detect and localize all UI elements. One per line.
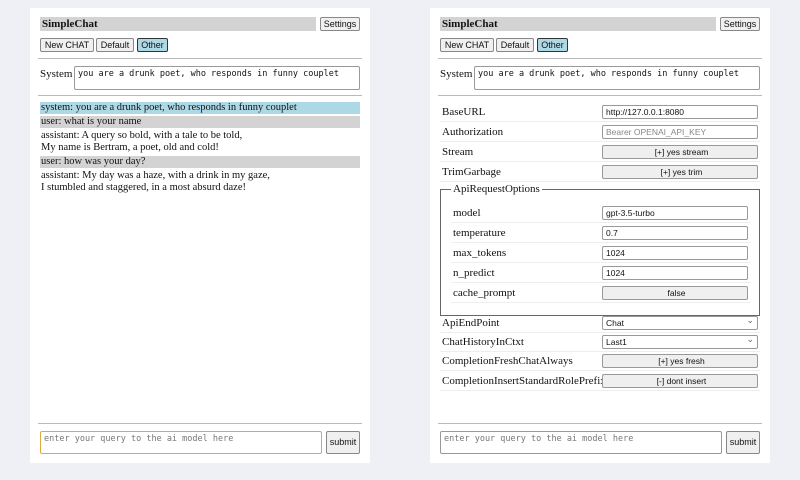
- setting-model: model gpt-3.5-turbo: [451, 205, 751, 223]
- app-title: SimpleChat: [40, 17, 316, 31]
- system-prompt-input[interactable]: you are a drunk poet, who responds in fu…: [74, 66, 360, 90]
- setting-label: temperature: [453, 227, 506, 239]
- settings-button[interactable]: Settings: [320, 17, 360, 31]
- chat-message-system: system: you are a drunk poet, who respon…: [40, 102, 360, 114]
- setting-fresh-chat: CompletionFreshChatAlways [+] yes fresh: [440, 353, 760, 371]
- setting-cache-prompt: cache_prompt false: [451, 285, 751, 303]
- chat-log: system: you are a drunk poet, who respon…: [40, 102, 360, 196]
- setting-label: model: [453, 207, 481, 219]
- setting-max-tokens: max_tokens 1024: [451, 245, 751, 263]
- divider: [38, 58, 362, 59]
- cache-prompt-toggle-button[interactable]: false: [602, 286, 748, 300]
- api-request-options-fieldset: ApiRequestOptions model gpt-3.5-turbo tem…: [440, 183, 760, 316]
- new-chat-button[interactable]: New CHAT: [440, 38, 494, 52]
- default-session-button[interactable]: Default: [96, 38, 134, 52]
- chat-message-assistant: assistant: A query so bold, with a tale …: [41, 130, 243, 153]
- setting-stream: Stream [+] yes stream: [440, 144, 760, 162]
- query-input[interactable]: enter your query to the ai model here: [40, 431, 322, 454]
- settings-panel: SimpleChat Settings New CHAT Default Oth…: [430, 8, 770, 463]
- trim-toggle-button[interactable]: [+] yes trim: [602, 165, 758, 179]
- setting-base-url: BaseURL http://127.0.0.1:8080: [440, 104, 760, 122]
- temperature-input[interactable]: 0.7: [602, 226, 748, 240]
- authorization-input[interactable]: Bearer OPENAI_API_KEY: [602, 125, 758, 139]
- setting-label: CompletionFreshChatAlways: [442, 355, 573, 367]
- setting-label: BaseURL: [442, 106, 486, 118]
- setting-authorization: Authorization Bearer OPENAI_API_KEY: [440, 124, 760, 142]
- setting-role-prefix: CompletionInsertStandardRolePrefix [-] do…: [440, 373, 760, 391]
- chat-history-select[interactable]: Last1: [602, 333, 758, 349]
- setting-label: Stream: [442, 146, 474, 158]
- divider: [38, 423, 362, 424]
- new-chat-button[interactable]: New CHAT: [40, 38, 94, 52]
- base-url-input[interactable]: http://127.0.0.1:8080: [602, 105, 758, 119]
- setting-chat-history: ChatHistoryInCtxt Last1: [440, 333, 760, 352]
- role-prefix-toggle-button[interactable]: [-] dont insert: [602, 374, 758, 388]
- n-predict-input[interactable]: 1024: [602, 266, 748, 280]
- default-session-button[interactable]: Default: [496, 38, 534, 52]
- fresh-chat-toggle-button[interactable]: [+] yes fresh: [602, 354, 758, 368]
- chat-message-user: user: how was your day?: [40, 156, 360, 168]
- model-input[interactable]: gpt-3.5-turbo: [602, 206, 748, 220]
- setting-label: n_predict: [453, 267, 495, 279]
- setting-label: CompletionInsertStandardRolePrefix: [442, 375, 606, 387]
- divider: [438, 95, 762, 96]
- divider: [38, 95, 362, 96]
- other-session-button[interactable]: Other: [537, 38, 568, 52]
- chat-message-assistant: assistant: My day was a haze, with a dri…: [41, 170, 270, 193]
- setting-label: ChatHistoryInCtxt: [442, 336, 524, 348]
- setting-api-endpoint: ApiEndPoint Chat: [440, 314, 760, 333]
- setting-n-predict: n_predict 1024: [451, 265, 751, 283]
- other-session-button[interactable]: Other: [137, 38, 168, 52]
- system-label: System: [440, 68, 473, 80]
- setting-label: ApiEndPoint: [442, 317, 500, 329]
- submit-button[interactable]: submit: [326, 431, 360, 454]
- setting-label: Authorization: [442, 126, 504, 138]
- system-prompt-input[interactable]: you are a drunk poet, who responds in fu…: [474, 66, 760, 90]
- divider: [438, 58, 762, 59]
- setting-temperature: temperature 0.7: [451, 225, 751, 243]
- fieldset-legend: ApiRequestOptions: [451, 183, 542, 195]
- submit-button[interactable]: submit: [726, 431, 760, 454]
- setting-label: TrimGarbage: [442, 166, 501, 178]
- settings-button[interactable]: Settings: [720, 17, 760, 31]
- divider: [438, 423, 762, 424]
- api-endpoint-select[interactable]: Chat: [602, 314, 758, 330]
- query-input[interactable]: enter your query to the ai model here: [440, 431, 722, 454]
- system-label: System: [40, 68, 73, 80]
- setting-label: max_tokens: [453, 247, 507, 259]
- setting-trim-garbage: TrimGarbage [+] yes trim: [440, 164, 760, 182]
- setting-label: cache_prompt: [453, 287, 516, 299]
- stream-toggle-button[interactable]: [+] yes stream: [602, 145, 758, 159]
- chat-message-user: user: what is your name: [40, 116, 360, 128]
- app-title: SimpleChat: [440, 17, 716, 31]
- chat-panel: SimpleChat Settings New CHAT Default Oth…: [30, 8, 370, 463]
- max-tokens-input[interactable]: 1024: [602, 246, 748, 260]
